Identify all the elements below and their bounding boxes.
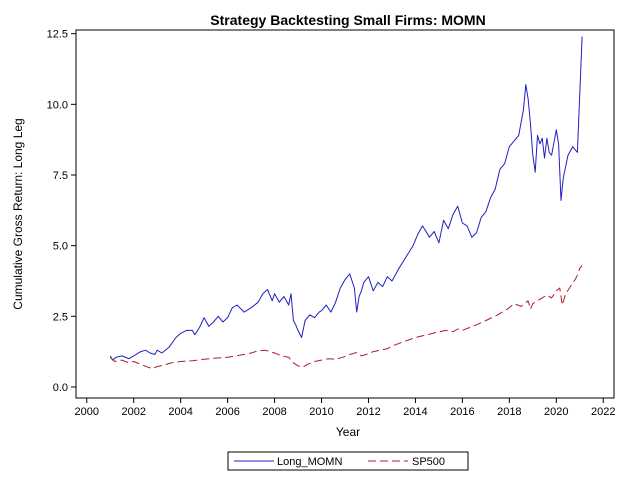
series-layer bbox=[109, 36, 583, 370]
x-tick-label: 2020 bbox=[544, 406, 568, 418]
x-tick-label: 2006 bbox=[215, 406, 239, 418]
y-tick-label: 12.5 bbox=[47, 29, 68, 41]
y-axis-label: Cumulative Gross Return: Long Leg bbox=[11, 118, 25, 309]
series-line-long-momn bbox=[109, 36, 583, 361]
plot-frame bbox=[75, 29, 615, 399]
x-tick-label: 2022 bbox=[591, 406, 615, 418]
y-tick-label: 2.5 bbox=[53, 311, 68, 323]
x-axis: 2000 2002 2004 2006 2008 2010 2012 2014 2016 2018… bbox=[75, 398, 615, 418]
chart-title: Strategy Backtesting Small Firms: MOMN bbox=[210, 12, 485, 28]
x-tick-label: 2018 bbox=[497, 406, 521, 418]
x-tick-label: 2012 bbox=[356, 406, 380, 418]
x-tick-label: 2002 bbox=[121, 406, 145, 418]
y-tick-label: 10.0 bbox=[47, 99, 68, 111]
legend-label-long-momn: Long_MOMN bbox=[277, 456, 342, 468]
x-tick-label: 2010 bbox=[309, 406, 333, 418]
legend: Long_MOMN SP500 bbox=[227, 451, 469, 471]
y-axis: 0.0 2.5 5.0 7.5 10.0 12.5 bbox=[47, 29, 76, 394]
series-line-sp500 bbox=[109, 265, 583, 370]
x-tick-label: 2016 bbox=[450, 406, 474, 418]
x-tick-label: 2014 bbox=[403, 406, 427, 418]
x-axis-label: Year bbox=[336, 425, 360, 439]
x-tick-label: 2004 bbox=[168, 406, 192, 418]
y-tick-label: 5.0 bbox=[53, 241, 68, 253]
legend-label-sp500: SP500 bbox=[412, 456, 445, 468]
x-tick-label: 2000 bbox=[75, 406, 99, 418]
y-tick-label: 7.5 bbox=[53, 170, 68, 182]
x-tick-label: 2008 bbox=[262, 406, 286, 418]
legend-box bbox=[227, 451, 469, 471]
y-tick-label: 0.0 bbox=[53, 382, 68, 394]
